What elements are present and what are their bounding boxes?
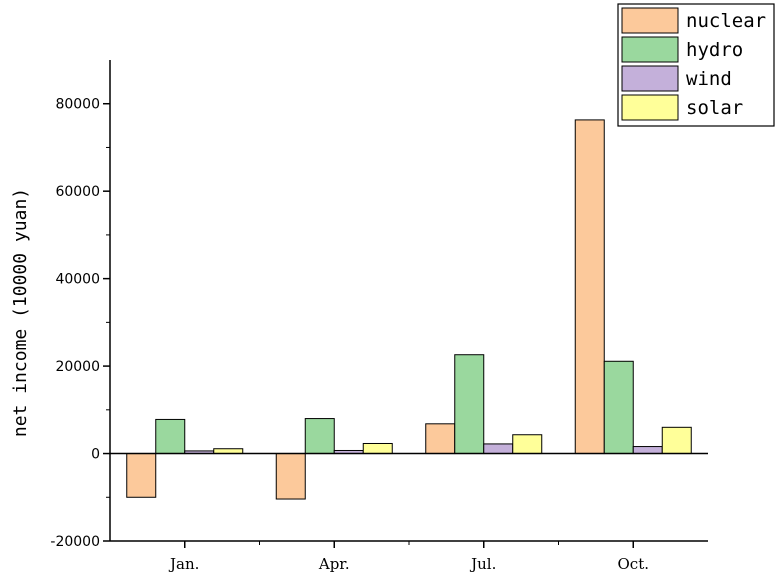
y-tick-label: 40000 — [55, 272, 100, 288]
bar-wind-3 — [632, 446, 663, 455]
bar-solar-2 — [512, 434, 543, 455]
bar-nuclear-2 — [425, 423, 456, 455]
x-tick-label: Jan. — [168, 555, 199, 573]
bar-wind-2 — [483, 443, 514, 455]
legend-swatch-nuclear — [621, 7, 679, 34]
x-ticks: Jan. Apr. Jul. Oct. — [168, 541, 649, 573]
legend-swatch-solar — [621, 94, 679, 121]
legend-label-hydro: hydro — [686, 39, 743, 61]
y-tick-label: -20000 — [50, 534, 100, 550]
bar-solar-3 — [661, 426, 692, 455]
x-tick-label: Apr. — [318, 555, 350, 573]
x-tick-label: Jul. — [469, 555, 496, 573]
bar-nuclear-3 — [574, 119, 605, 455]
legend-label-wind: wind — [686, 68, 732, 90]
y-tick-label: 60000 — [55, 184, 100, 200]
y-tick-label: 20000 — [55, 359, 100, 375]
y-ticks: -20000 0 20000 40000 60000 80000 — [50, 97, 110, 550]
legend-swatch-wind — [621, 65, 679, 92]
y-tick-label: 0 — [91, 447, 100, 463]
bars-layer — [126, 119, 692, 500]
bar-hydro-2 — [454, 354, 485, 455]
bar-hydro-1 — [304, 418, 335, 455]
bar-solar-1 — [362, 442, 393, 455]
legend-swatch-hydro — [621, 36, 679, 63]
x-tick-label: Oct. — [618, 555, 650, 573]
bar-nuclear-0 — [126, 453, 157, 498]
y-axis-title: net income (10000 yuan) — [10, 188, 31, 437]
legend-label-solar: solar — [686, 97, 743, 119]
legend-label-nuclear: nuclear — [686, 10, 766, 32]
bar-hydro-3 — [603, 360, 634, 455]
legend: nuclear hydro wind solar — [617, 3, 775, 127]
bar-nuclear-1 — [275, 453, 306, 500]
y-tick-label: 80000 — [55, 97, 100, 113]
bar-hydro-0 — [155, 418, 186, 455]
